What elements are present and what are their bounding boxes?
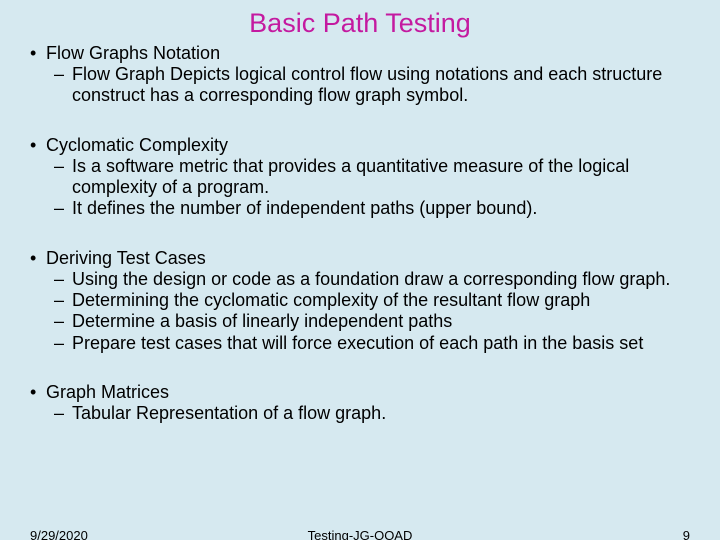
footer-page-number: 9 <box>683 528 690 540</box>
bullet-item: Deriving Test Cases Using the design or … <box>46 248 692 354</box>
sub-list: Is a software metric that provides a qua… <box>46 156 692 220</box>
bullet-heading: Deriving Test Cases <box>46 248 206 268</box>
sub-item: Determining the cyclomatic complexity of… <box>72 290 692 311</box>
bullet-heading: Graph Matrices <box>46 382 169 402</box>
bullet-heading: Cyclomatic Complexity <box>46 135 228 155</box>
sub-item: Tabular Representation of a flow graph. <box>72 403 692 424</box>
slide: Basic Path Testing Flow Graphs Notation … <box>0 0 720 540</box>
sub-item: Using the design or code as a foundation… <box>72 269 692 290</box>
sub-item: Is a software metric that provides a qua… <box>72 156 692 198</box>
bullet-list: Flow Graphs Notation Flow Graph Depicts … <box>28 43 692 424</box>
bullet-item: Graph Matrices Tabular Representation of… <box>46 382 692 424</box>
bullet-heading: Flow Graphs Notation <box>46 43 220 63</box>
footer-center: Testing-JG-OOAD <box>0 528 720 540</box>
sub-list: Tabular Representation of a flow graph. <box>46 403 692 424</box>
sub-item: Flow Graph Depicts logical control flow … <box>72 64 692 106</box>
sub-list: Flow Graph Depicts logical control flow … <box>46 64 692 106</box>
sub-item: Determine a basis of linearly independen… <box>72 311 692 332</box>
bullet-item: Flow Graphs Notation Flow Graph Depicts … <box>46 43 692 107</box>
sub-item: It defines the number of independent pat… <box>72 198 692 219</box>
sub-list: Using the design or code as a foundation… <box>46 269 692 354</box>
slide-title: Basic Path Testing <box>148 8 572 39</box>
bullet-item: Cyclomatic Complexity Is a software metr… <box>46 135 692 220</box>
sub-item: Prepare test cases that will force execu… <box>72 333 692 354</box>
